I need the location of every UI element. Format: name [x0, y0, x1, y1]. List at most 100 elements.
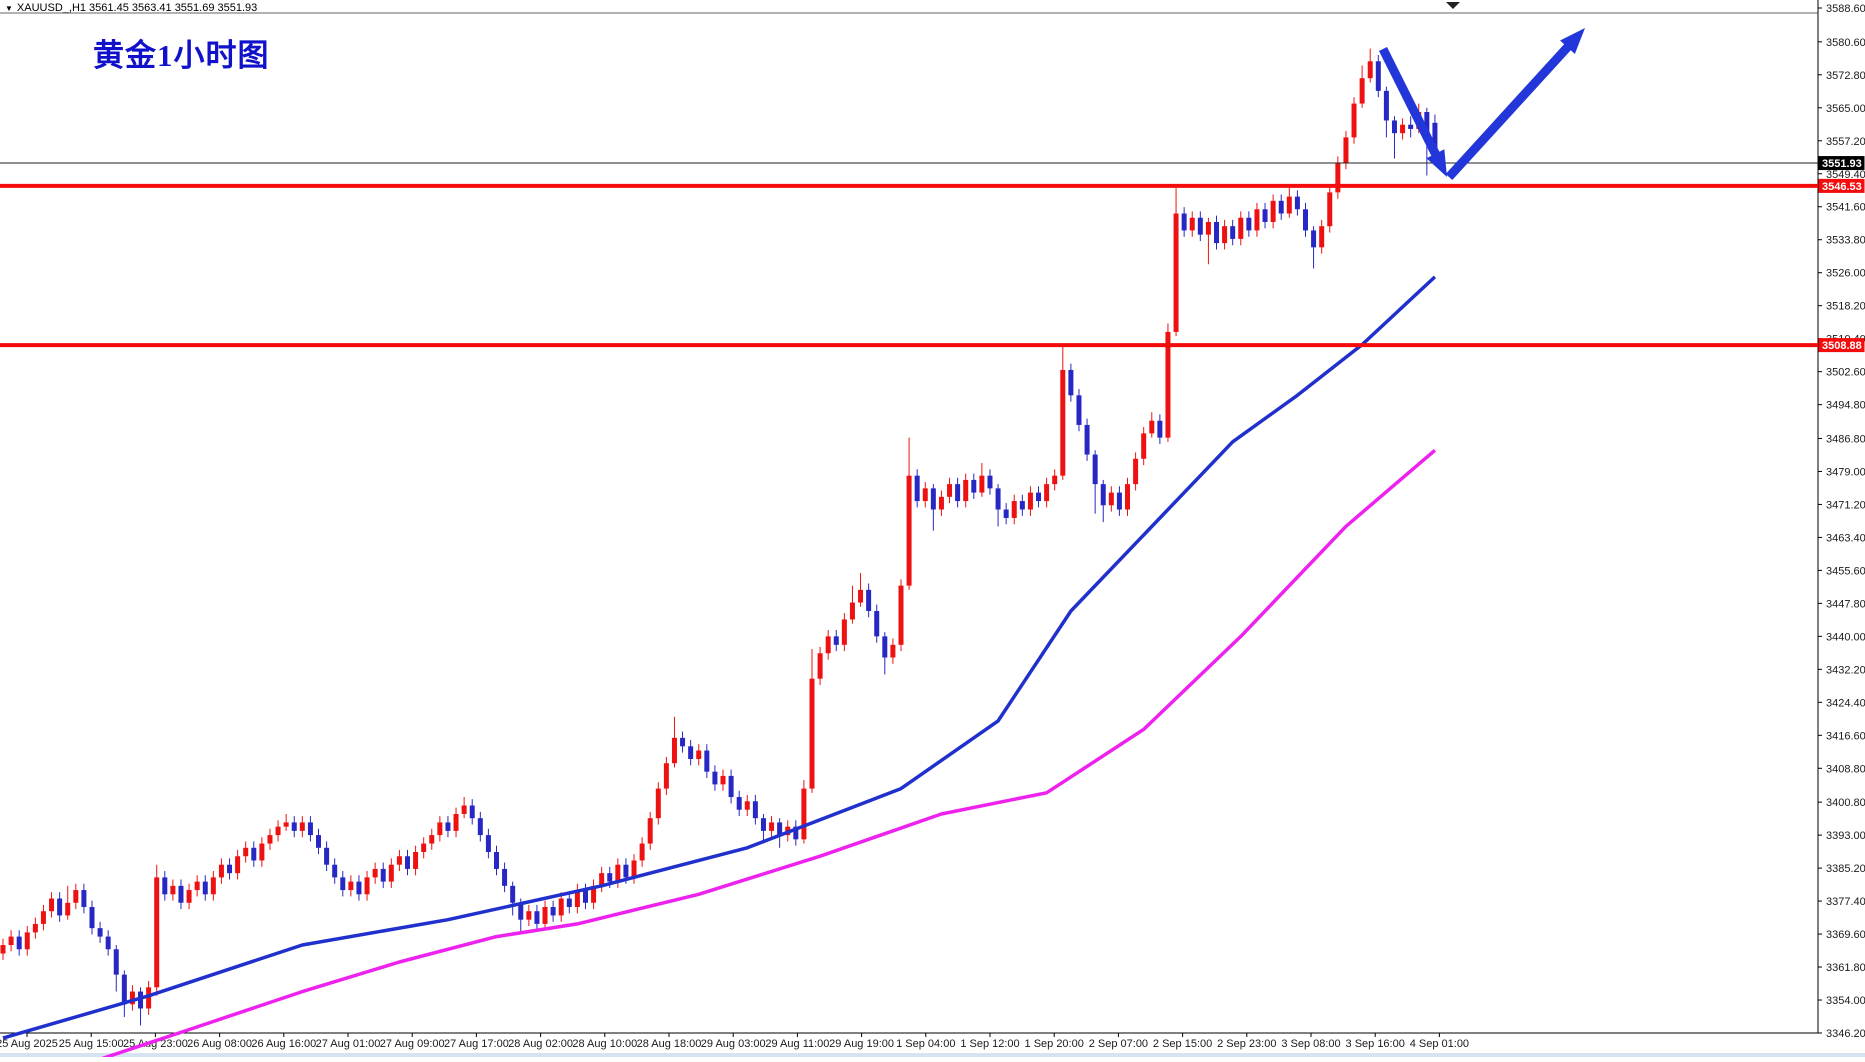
candle-body: [712, 771, 718, 785]
y-tick-label: 3408.80: [1826, 763, 1865, 775]
candle-body: [170, 885, 176, 895]
x-tick-label: 29 Aug 03:00: [701, 1038, 766, 1050]
y-tick-label: 3377.40: [1826, 896, 1865, 908]
shift-marker-icon: [1446, 2, 1460, 9]
candle-body: [671, 737, 677, 764]
candle-body: [32, 923, 38, 933]
x-tick-label: 28 Aug 02:00: [508, 1038, 573, 1050]
candle-body: [453, 813, 459, 831]
candle-body: [1108, 492, 1114, 506]
candle-body: [1343, 137, 1349, 163]
candle-body: [299, 822, 305, 831]
candle-body: [1375, 61, 1381, 91]
y-tick-label: 3424.40: [1826, 697, 1865, 709]
x-axis: 25 Aug 2025 25 Aug 15:00 25 Aug 23:00 26 Au…: [0, 1033, 1469, 1050]
candle-body: [1197, 217, 1203, 235]
candle-body: [267, 835, 273, 844]
y-tick-label: 3486.80: [1826, 433, 1865, 445]
x-tick-label: 28 Aug 10:00: [572, 1038, 637, 1050]
y-tick-label: 3361.80: [1826, 962, 1865, 974]
x-tick-label: 1 Sep 20:00: [1025, 1038, 1084, 1050]
candle-body: [24, 932, 30, 950]
candle-body: [1027, 492, 1033, 510]
candle-body: [81, 890, 87, 907]
candle-body: [518, 902, 524, 920]
candle-body: [801, 788, 807, 840]
candle-body: [413, 852, 419, 869]
candle-body: [1383, 90, 1389, 121]
candle-body: [105, 936, 111, 950]
candle-body: [947, 484, 953, 497]
candle-body: [1141, 433, 1147, 459]
candle-body: [1286, 196, 1292, 214]
candle-body: [720, 775, 726, 785]
candle-body: [1335, 162, 1341, 193]
candle-body: [65, 902, 71, 916]
candle-body: [736, 797, 742, 810]
candle-body: [1270, 200, 1276, 222]
trend-arrow[interactable]: [1378, 28, 1585, 181]
candle-body: [1311, 230, 1317, 248]
candle-body: [744, 801, 750, 810]
candle-body: [396, 856, 402, 865]
candle-body: [510, 885, 516, 903]
candle-body: [1262, 209, 1268, 222]
candle-body: [769, 822, 775, 831]
candle-body: [259, 843, 265, 861]
symbol-header: ▼ XAUUSD_,H1 3561.45 3563.41 3551.69 355…: [5, 2, 257, 14]
candle-body: [445, 822, 451, 831]
y-tick-label: 3463.40: [1826, 532, 1865, 544]
candle-body: [663, 763, 669, 789]
candle-body: [283, 822, 289, 827]
candle-body: [113, 949, 119, 975]
candle-body: [348, 881, 354, 891]
candle-body: [57, 898, 63, 916]
candle-body: [1076, 395, 1082, 425]
candle-body: [307, 822, 313, 836]
candle-body: [817, 653, 823, 679]
candle-body: [1205, 221, 1211, 235]
candle-body: [0, 945, 6, 954]
candle-body: [502, 868, 508, 886]
candle-body: [930, 488, 936, 510]
x-tick-label: 1 Sep 04:00: [896, 1038, 955, 1050]
candle-body: [275, 826, 281, 836]
candle-body: [332, 864, 338, 878]
price-tag-label: 3551.93: [1822, 158, 1862, 170]
symbol-dropdown-icon[interactable]: ▼: [5, 3, 13, 13]
candle-body: [40, 911, 46, 924]
x-tick-label: 2 Sep 15:00: [1153, 1038, 1212, 1050]
trend-arrow-segment: [1445, 41, 1574, 181]
ma-slow-line: [99, 448, 1437, 1061]
candle-body: [849, 602, 855, 620]
trend-arrow-head: [1560, 28, 1585, 54]
candle-body: [582, 890, 588, 903]
candle-body: [218, 864, 224, 878]
candle-body: [1367, 61, 1373, 79]
candle-body: [1052, 475, 1058, 485]
candle-body: [623, 864, 629, 878]
candle-body: [631, 860, 637, 878]
x-tick-label: 27 Aug 09:00: [380, 1038, 445, 1050]
x-tick-label: 26 Aug 08:00: [187, 1038, 252, 1050]
candle-body: [340, 877, 346, 891]
candle-body: [1116, 492, 1122, 510]
y-tick-label: 3526.00: [1826, 268, 1865, 280]
x-tick-label: 2 Sep 23:00: [1217, 1038, 1276, 1050]
candle-body: [1294, 196, 1300, 210]
candle-body: [607, 873, 613, 882]
candle-body: [421, 843, 427, 853]
candle-body: [874, 610, 880, 637]
candle-body: [1133, 458, 1139, 485]
candle-body: [485, 835, 491, 853]
candlestick-series: [0, 48, 1438, 1026]
candle-body: [146, 987, 152, 1009]
candle-body: [1214, 221, 1219, 244]
y-tick-label: 3471.20: [1826, 499, 1865, 511]
candle-body: [429, 835, 435, 844]
candle-body: [1400, 124, 1406, 134]
candle-body: [372, 868, 378, 878]
candle-body: [526, 911, 532, 920]
